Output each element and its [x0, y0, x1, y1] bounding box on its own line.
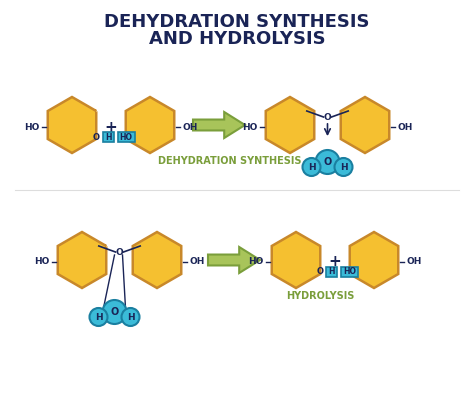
Polygon shape [58, 232, 106, 288]
Text: HO: HO [248, 258, 264, 267]
Text: H: H [340, 162, 347, 171]
Text: +: + [328, 254, 341, 269]
FancyBboxPatch shape [102, 132, 113, 142]
Polygon shape [208, 247, 260, 273]
Text: HO: HO [34, 258, 50, 267]
Text: OH: OH [406, 258, 422, 267]
Text: O: O [317, 267, 323, 276]
Circle shape [102, 300, 127, 324]
FancyBboxPatch shape [327, 267, 337, 277]
Text: H: H [95, 312, 102, 322]
Text: HO: HO [24, 122, 40, 132]
Polygon shape [126, 97, 174, 153]
Text: +: + [105, 120, 118, 135]
Text: O: O [92, 132, 100, 141]
Circle shape [121, 308, 139, 326]
Text: O: O [110, 307, 118, 317]
Polygon shape [133, 232, 181, 288]
Text: HO: HO [242, 122, 258, 132]
Polygon shape [272, 232, 320, 288]
Text: HO: HO [344, 267, 356, 276]
Text: H: H [105, 132, 111, 141]
Text: OH: OH [189, 258, 205, 267]
Text: HO: HO [119, 132, 133, 141]
Text: H: H [308, 162, 315, 171]
FancyBboxPatch shape [341, 267, 358, 277]
FancyBboxPatch shape [118, 132, 135, 142]
Text: H: H [329, 267, 335, 276]
Text: H: H [127, 312, 134, 322]
Circle shape [90, 308, 108, 326]
Circle shape [335, 158, 353, 176]
Text: HYDROLYSIS: HYDROLYSIS [286, 291, 354, 301]
Polygon shape [266, 97, 314, 153]
Text: O: O [323, 157, 332, 167]
Text: DEHYDRATION SYNTHESIS: DEHYDRATION SYNTHESIS [158, 156, 302, 166]
Polygon shape [193, 112, 245, 138]
Text: DEHYDRATION SYNTHESIS: DEHYDRATION SYNTHESIS [104, 13, 370, 31]
Text: OH: OH [397, 122, 413, 132]
Text: OH: OH [182, 122, 198, 132]
Polygon shape [48, 97, 96, 153]
Circle shape [302, 158, 320, 176]
Text: O: O [324, 113, 331, 122]
Polygon shape [341, 97, 389, 153]
Circle shape [316, 150, 339, 174]
Text: O: O [116, 248, 123, 256]
Polygon shape [350, 232, 398, 288]
Text: AND HYDROLYSIS: AND HYDROLYSIS [149, 30, 325, 48]
